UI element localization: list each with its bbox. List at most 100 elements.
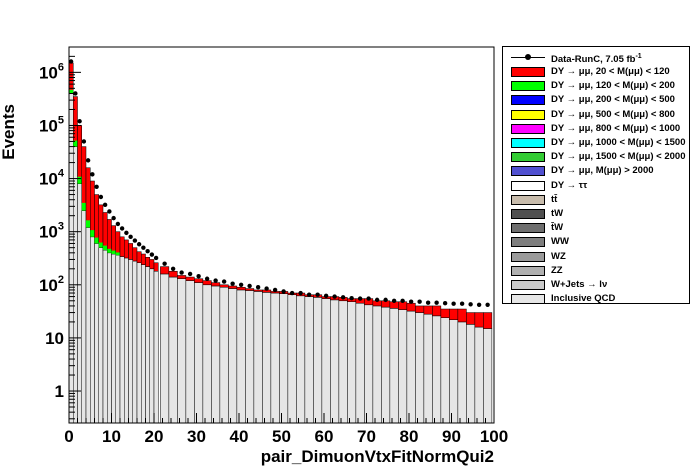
bar-dy-20-120 xyxy=(111,225,116,255)
x-axis-ticks: 0 10 20 30 40 50 60 70 80 90 100 xyxy=(64,413,508,446)
legend-label: DY → μμ, 20 < M(μμ) < 120 xyxy=(551,66,670,77)
data-point xyxy=(434,300,439,305)
bar-qcd xyxy=(432,315,442,424)
y-tick-label: 106 xyxy=(39,61,64,82)
bar-dy-20-120 xyxy=(115,231,121,256)
legend-swatch xyxy=(511,152,545,163)
data-point xyxy=(451,301,456,306)
data-point xyxy=(289,290,295,296)
legend-item: W+Jets → lν xyxy=(507,279,689,292)
x-tick-label: 10 xyxy=(102,427,121,446)
legend-label: WW xyxy=(551,236,569,248)
data-point xyxy=(323,293,329,299)
data-point xyxy=(128,234,133,240)
bar-qcd xyxy=(145,266,150,424)
data-point xyxy=(425,300,431,305)
legend-swatch xyxy=(511,209,545,219)
y-tick-label: 102 xyxy=(39,274,64,295)
bar-qcd xyxy=(330,299,340,424)
legend-item: Inclusive QCD xyxy=(507,293,689,306)
bar-qcd xyxy=(153,270,159,424)
x-tick-label: 90 xyxy=(442,427,461,446)
legend: Data-RunC, 7.05 fb-1 DY → μμ, 20 < M(μμ)… xyxy=(502,46,690,306)
bar-dy-20-120 xyxy=(85,167,91,228)
data-point xyxy=(357,296,363,301)
legend-label: tW xyxy=(551,208,564,219)
data-marker-icon xyxy=(511,52,545,62)
bar-dy-120-200 xyxy=(81,202,86,211)
bar-dy-20-120 xyxy=(474,312,484,328)
legend-label: W+Jets → lν xyxy=(551,279,608,290)
bar-qcd xyxy=(168,276,178,424)
data-point xyxy=(102,202,108,208)
legend-label: Inclusive QCD xyxy=(551,293,616,305)
bar-dy-20-120 xyxy=(94,194,99,244)
legend-label: DY → μμ, 120 < M(μμ) < 200 xyxy=(551,80,675,92)
data-point xyxy=(230,281,235,286)
data-point xyxy=(149,252,155,257)
bar-qcd xyxy=(483,328,493,424)
bar-qcd xyxy=(211,285,221,424)
bar-dy-20-120 xyxy=(107,219,112,254)
bar-qcd xyxy=(85,227,91,424)
bar-dy-20-120 xyxy=(132,247,138,262)
bar-dy-20-120 xyxy=(119,236,125,257)
legend-swatch xyxy=(511,294,545,305)
bar-qcd xyxy=(177,278,187,424)
bar-dy-20-120 xyxy=(185,276,195,281)
bar-dy-120-200 xyxy=(103,245,108,251)
bar-dy-120-200 xyxy=(90,230,95,237)
bar-dy-20-120 xyxy=(153,262,159,272)
bar-qcd xyxy=(132,260,138,424)
bar-qcd xyxy=(94,243,99,424)
legend-label: DY → ττ xyxy=(551,179,588,191)
bar-qcd xyxy=(321,298,331,424)
legend-item: DY → μμ, 200 < M(μμ) < 500 xyxy=(507,94,689,107)
legend-label: t̄W xyxy=(551,222,564,234)
bar-qcd xyxy=(115,254,121,424)
bar-qcd xyxy=(457,321,467,424)
data-point xyxy=(408,299,414,304)
bar-qcd xyxy=(364,304,374,424)
bar-dy-20-120 xyxy=(245,288,255,291)
bar-dy-20-120 xyxy=(440,308,450,318)
stacked-bars xyxy=(68,62,493,424)
legend-item: DY → μμ, 20 < M(μμ) < 120 xyxy=(507,66,689,79)
data-point xyxy=(170,266,176,272)
data-point xyxy=(179,270,184,275)
bar-qcd xyxy=(77,183,82,424)
bar-qcd xyxy=(136,262,142,424)
legend-label: tt̄ xyxy=(551,193,558,205)
x-tick-label: 50 xyxy=(272,427,291,446)
legend-item: t̄W xyxy=(507,222,689,235)
bar-dy-20-120 xyxy=(457,308,467,323)
data-point xyxy=(73,91,78,96)
bar-dy-20-120 xyxy=(68,62,74,94)
y-axis-label: Events xyxy=(0,104,18,160)
data-point xyxy=(162,261,167,266)
data-point xyxy=(145,248,150,254)
x-tick-label: 40 xyxy=(230,427,249,446)
data-point xyxy=(90,172,95,177)
data-point xyxy=(400,298,405,303)
bar-dy-20-120 xyxy=(449,308,459,320)
legend-swatch xyxy=(511,166,545,177)
bar-qcd xyxy=(440,317,450,424)
bar-qcd xyxy=(141,264,146,424)
legend-swatch xyxy=(511,194,545,205)
x-tick-label: 30 xyxy=(187,427,206,446)
bar-dy-20-120 xyxy=(73,96,78,147)
bar-qcd xyxy=(245,290,255,424)
bar-dy-120-200 xyxy=(107,248,112,253)
legend-item: WW xyxy=(507,236,689,249)
legend-label: ZZ xyxy=(551,264,563,276)
legend-swatch xyxy=(511,138,545,148)
data-point xyxy=(366,296,371,301)
data-point xyxy=(459,301,465,306)
bar-dy-20-120 xyxy=(406,302,416,312)
bar-qcd xyxy=(124,257,129,424)
bar-qcd xyxy=(372,305,382,424)
data-point xyxy=(281,289,286,294)
y-tick-label: 104 xyxy=(39,168,65,189)
